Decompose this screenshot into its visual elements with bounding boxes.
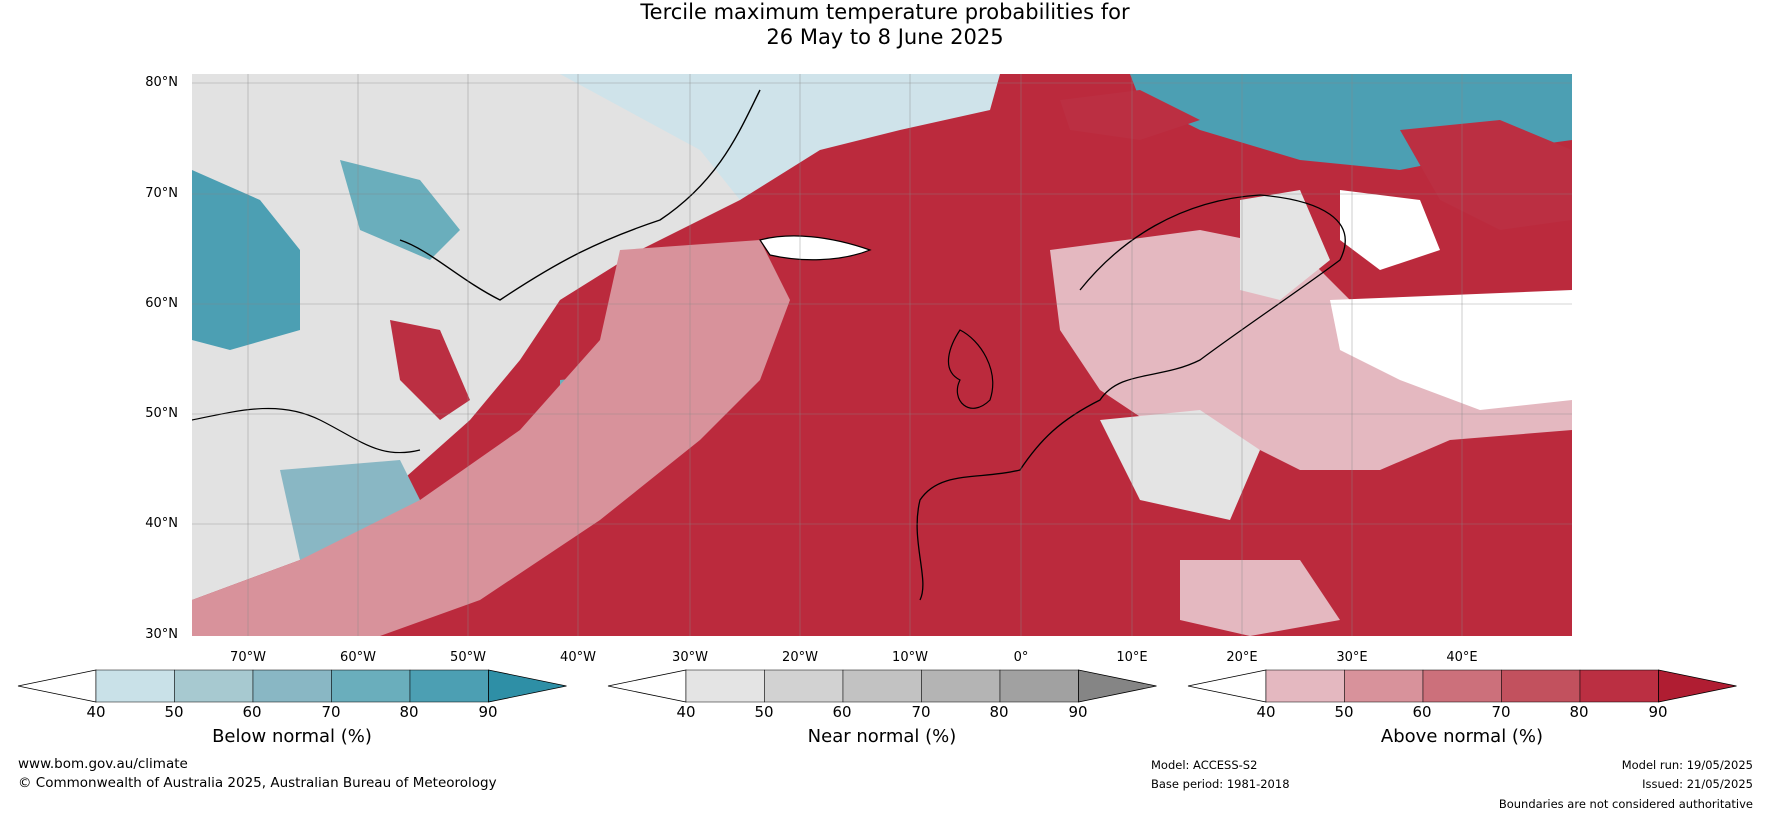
colorbar-extension-high [1078,669,1157,703]
britain-coastline [947,329,994,409]
cbar0-tick: 50 [164,703,184,721]
colorbar-segment [331,669,411,703]
greenland-coastline [399,89,761,301]
lon-label-30e: 30°E [1336,650,1368,665]
above-normal-region-labrador-sea [390,320,470,420]
europe-coastline [916,194,1346,601]
colorbar-extension-high [1658,669,1737,703]
chart-title: Tercile maximum temperature probabilitie… [0,0,1770,50]
issued-date: Issued: 21/05/2025 [1642,777,1753,791]
lon-label-10e: 10°E [1116,650,1148,665]
near-normal-region-scandinavia [1240,190,1330,300]
cbar1-tick: 50 [754,703,774,721]
cbar2-tick: 40 [1256,703,1276,721]
cbar1-tick: 40 [676,703,696,721]
colorbar-extension-low [607,669,687,703]
lon-label-20w: 20°W [782,650,818,665]
cbar0-tick: 90 [478,703,498,721]
colorbar-segment [1501,669,1581,703]
lon-label-60w: 60°W [340,650,376,665]
cbar2-tick: 70 [1491,703,1511,721]
colorbar-segment [1422,669,1502,703]
lon-label-10w: 10°W [892,650,928,665]
colorbar-segment [921,669,1001,703]
lat-label-30n: 30°N [145,627,178,642]
above-normal-region-mid-atlantic [192,240,790,636]
colorbar-segment [95,669,175,703]
cbar2-tick: 90 [1648,703,1668,721]
colorbar-segment [999,669,1079,703]
graticule [192,74,1572,636]
website-link[interactable]: www.bom.gov.au/climate [18,756,188,772]
colorbar-title-below-normal: Below normal (%) [212,726,372,747]
above-normal-region-north-africa [1180,560,1340,636]
colorbar-segment [1579,669,1659,703]
lat-label-60n: 60°N [145,296,178,311]
north-america-coastline [192,407,421,454]
colorbar-segment [1344,669,1424,703]
lon-label-40w: 40°W [560,650,596,665]
colorbar-segment [174,669,254,703]
model-name: Model: ACCESS-S2 [1151,758,1258,772]
lon-label-30w: 30°W [672,650,708,665]
copyright-text: © Commonwealth of Australia 2025, Austra… [18,775,497,791]
colorbar-extension-low [1187,669,1267,703]
climatology-region-russia [1330,290,1572,410]
colorbar-extension-low [17,669,97,703]
above-normal-region-east-europe [1050,230,1572,470]
above-normal-region-arctic-russia [1400,120,1572,230]
lat-label-50n: 50°N [145,406,178,421]
lon-label-70w: 70°W [230,650,266,665]
cbar0-tick: 70 [321,703,341,721]
cbar2-tick: 50 [1334,703,1354,721]
climatology-region-karelia [1340,190,1440,270]
colorbar-near-normal [607,669,1157,703]
below-normal-region-labrador [192,170,300,350]
colorbar-segment [842,669,922,703]
cbar1-tick: 60 [832,703,852,721]
colorbar-segment [252,669,332,703]
colorbar-segment [685,669,765,703]
lat-label-80n: 80°N [145,75,178,90]
colorbar-segment [764,669,844,703]
colorbar-above-normal [1187,669,1737,703]
lat-label-40n: 40°N [145,516,178,531]
lon-label-40e: 40°E [1446,650,1478,665]
lon-label-0: 0° [1013,650,1029,665]
cbar2-tick: 80 [1569,703,1589,721]
boundaries-disclaimer: Boundaries are not considered authoritat… [1498,797,1753,811]
cbar2-tick: 60 [1412,703,1432,721]
cbar1-tick: 70 [911,703,931,721]
near-normal-region-balkans [1100,410,1260,520]
cbar0-tick: 40 [86,703,106,721]
colorbar-extension-high [488,669,567,703]
above-normal-region-svalbard [1060,90,1200,140]
cbar1-tick: 80 [989,703,1009,721]
title-line-2: 26 May to 8 June 2025 [766,25,1004,49]
colorbar-segment [409,669,489,703]
colorbar-below-normal [17,669,567,703]
colorbar-title-near-normal: Near normal (%) [807,726,957,747]
title-line-1: Tercile maximum temperature probabilitie… [640,0,1130,24]
probability-map [192,74,1572,636]
lon-label-50w: 50°W [450,650,486,665]
colorbar-title-above-normal: Above normal (%) [1380,726,1544,747]
lat-label-70n: 70°N [145,186,178,201]
lon-label-20e: 20°E [1226,650,1258,665]
cbar0-tick: 60 [242,703,262,721]
colorbar-segment [1265,669,1345,703]
cbar0-tick: 80 [399,703,419,721]
iceland-coastline [759,235,872,261]
below-normal-region-baffin [340,160,460,260]
below-normal-region-greenland-sea [560,74,1000,200]
cbar1-tick: 90 [1068,703,1088,721]
base-period: Base period: 1981-2018 [1151,777,1290,791]
model-run-date: Model run: 19/05/2025 [1621,758,1753,772]
